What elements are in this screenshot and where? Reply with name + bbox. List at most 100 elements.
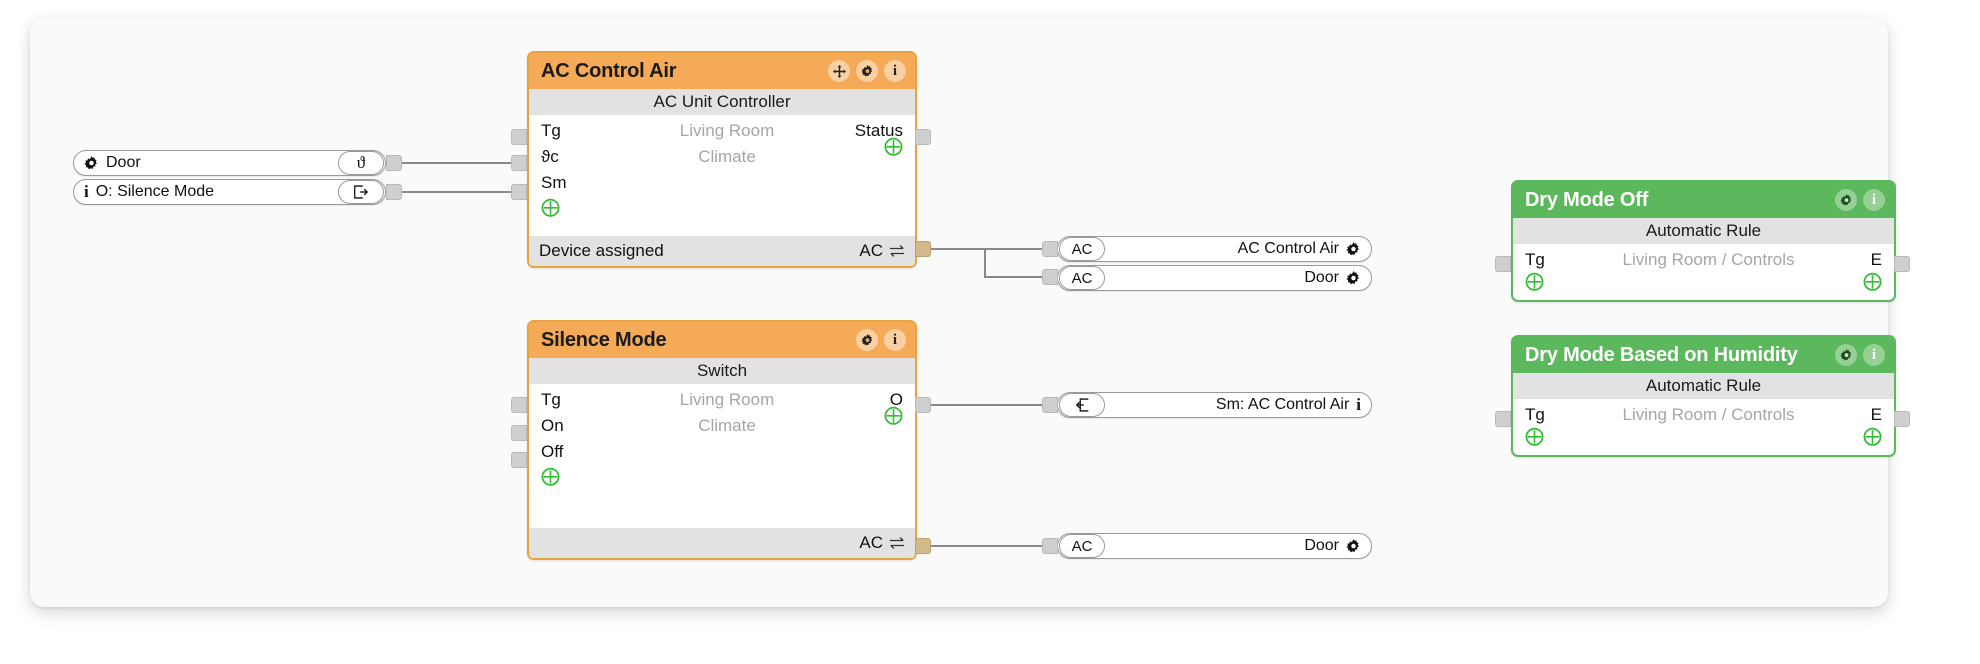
- pill-sm-ac-control-air[interactable]: Sm: AC Control Air i: [1057, 392, 1372, 418]
- add-input-icon[interactable]: ⨁: [1525, 271, 1544, 292]
- pill-badge-ac[interactable]: AC: [1059, 534, 1105, 558]
- row-label: Tg: [541, 390, 561, 409]
- gear-icon[interactable]: [856, 329, 878, 351]
- row-value: Climate: [698, 147, 756, 166]
- pill-badge-ac[interactable]: AC: [1059, 237, 1105, 261]
- add-output-icon[interactable]: ⨁: [884, 136, 903, 157]
- node-row: ϑc Climate: [541, 147, 903, 173]
- port-dry-mode-off-in[interactable]: [1495, 256, 1511, 272]
- row-value: Climate: [698, 416, 756, 435]
- node-header-actions: i: [828, 60, 906, 82]
- add-output-icon[interactable]: ⨁: [1863, 426, 1882, 447]
- pill-door-target[interactable]: AC Door: [1057, 265, 1372, 291]
- node-header-actions: i: [1835, 189, 1885, 211]
- port-thetac-in[interactable]: [511, 155, 527, 171]
- pill-silence-mode-output[interactable]: i O: Silence Mode: [73, 179, 386, 205]
- row-output-label: O: [889, 390, 903, 409]
- node-dry-mode-off[interactable]: Dry Mode Off i Automatic Rule Tg Living …: [1511, 180, 1896, 302]
- gear-icon[interactable]: [1346, 538, 1361, 554]
- gear-icon: [84, 155, 99, 171]
- port-door-target-2-in[interactable]: [1042, 538, 1058, 554]
- output-export-icon: [353, 185, 369, 199]
- port-silence-out[interactable]: [386, 184, 402, 200]
- node-footer-silence-mode[interactable]: AC: [529, 528, 915, 558]
- pill-ac-control-air-target[interactable]: AC AC Control Air: [1057, 236, 1372, 262]
- footer-device-label: AC: [859, 241, 883, 260]
- info-icon[interactable]: i: [1863, 189, 1885, 211]
- gear-icon[interactable]: [856, 60, 878, 82]
- port-dry-mode-humidity-out[interactable]: [1894, 411, 1910, 427]
- node-subtitle: Switch: [529, 358, 915, 384]
- add-output-icon[interactable]: ⨁: [1863, 271, 1882, 292]
- node-subtitle: AC Unit Controller: [529, 89, 915, 115]
- node-row: Tg Living Room O: [541, 390, 903, 416]
- port-ac-footer-out[interactable]: [915, 538, 931, 554]
- row-label: On: [541, 416, 564, 435]
- pill-badge-ac[interactable]: AC: [1059, 266, 1105, 290]
- port-tg-in-silence[interactable]: [511, 397, 527, 413]
- port-on-in[interactable]: [511, 425, 527, 441]
- node-body-ac-control-air: Tg Living Room Status ϑc Climate Sm ⨁ ⨁: [529, 115, 915, 217]
- port-dry-mode-off-out[interactable]: [1894, 256, 1910, 272]
- info-icon[interactable]: i: [884, 329, 906, 351]
- port-dry-mode-humidity-in[interactable]: [1495, 411, 1511, 427]
- port-status-out[interactable]: [915, 129, 931, 145]
- port-door-out[interactable]: [386, 155, 402, 171]
- gear-icon[interactable]: [1346, 270, 1361, 286]
- pill-door-target-2[interactable]: AC Door: [1057, 533, 1372, 559]
- node-row: Off: [541, 442, 903, 468]
- add-output-icon[interactable]: ⨁: [884, 405, 903, 426]
- gear-icon[interactable]: [1835, 189, 1857, 211]
- row-label: Sm: [541, 173, 567, 192]
- node-footer-ac-control-air[interactable]: Device assigned AC: [529, 236, 915, 266]
- row-output-label: E: [1870, 250, 1882, 269]
- node-header-ac-control-air[interactable]: AC Control Air i: [529, 53, 915, 89]
- node-dry-mode-humidity[interactable]: Dry Mode Based on Humidity i Automatic R…: [1511, 335, 1896, 457]
- add-input-icon[interactable]: ⨁: [1525, 426, 1544, 447]
- port-sm-in[interactable]: [511, 184, 527, 200]
- pill-door-target-2-content: Door: [1105, 537, 1371, 555]
- pill-label: AC Control Air: [1237, 240, 1339, 257]
- info-icon: i: [84, 182, 89, 201]
- info-icon[interactable]: i: [884, 60, 906, 82]
- port-off-in[interactable]: [511, 452, 527, 468]
- row-label: ϑc: [541, 147, 559, 166]
- footer-device-label: AC: [859, 533, 883, 552]
- info-icon[interactable]: i: [1863, 344, 1885, 366]
- node-title: Dry Mode Off: [1525, 188, 1649, 211]
- flow-canvas[interactable]: [30, 18, 1888, 607]
- add-input-icon[interactable]: ⨁: [541, 466, 560, 487]
- pill-door-theta-badge[interactable]: ϑ: [338, 151, 384, 175]
- info-icon[interactable]: i: [1356, 395, 1361, 414]
- node-header-actions: i: [1835, 344, 1885, 366]
- gear-icon[interactable]: [1835, 344, 1857, 366]
- node-header-dry-mode-off[interactable]: Dry Mode Off i: [1513, 182, 1894, 218]
- pill-silence-output-badge[interactable]: [338, 180, 384, 204]
- node-ac-control-air[interactable]: AC Control Air i AC Unit Controller Tg L…: [527, 51, 917, 268]
- gear-icon[interactable]: [1346, 241, 1361, 257]
- pill-badge-input[interactable]: [1059, 393, 1105, 417]
- pill-door[interactable]: Door ϑ: [73, 150, 386, 176]
- port-ac-control-air-target-in[interactable]: [1042, 241, 1058, 257]
- port-sm-target-in[interactable]: [1042, 397, 1058, 413]
- node-title: AC Control Air: [541, 59, 677, 82]
- pill-label: Door: [1304, 269, 1339, 286]
- swap-icon: [889, 244, 905, 258]
- port-device-assigned-out[interactable]: [915, 241, 931, 257]
- node-header-silence-mode[interactable]: Silence Mode i: [529, 322, 915, 358]
- node-title: Dry Mode Based on Humidity: [1525, 343, 1798, 366]
- port-door-target-in[interactable]: [1042, 269, 1058, 285]
- port-o-out[interactable]: [915, 397, 931, 413]
- node-silence-mode[interactable]: Silence Mode i Switch Tg Living Room O O…: [527, 320, 917, 560]
- row-value: Living Room: [679, 390, 775, 409]
- row-value: Living Room / Controls: [1622, 405, 1795, 424]
- node-header-dry-mode-humidity[interactable]: Dry Mode Based on Humidity i: [1513, 337, 1894, 373]
- node-row: On Climate: [541, 416, 903, 442]
- pill-label: Door: [1304, 537, 1339, 554]
- move-icon[interactable]: [828, 60, 850, 82]
- footer-status-label: Device assigned: [539, 241, 664, 260]
- input-import-icon: [1074, 398, 1090, 412]
- port-tg-in[interactable]: [511, 129, 527, 145]
- add-input-icon[interactable]: ⨁: [541, 197, 560, 218]
- pill-sm-content: Sm: AC Control Air i: [1105, 395, 1371, 415]
